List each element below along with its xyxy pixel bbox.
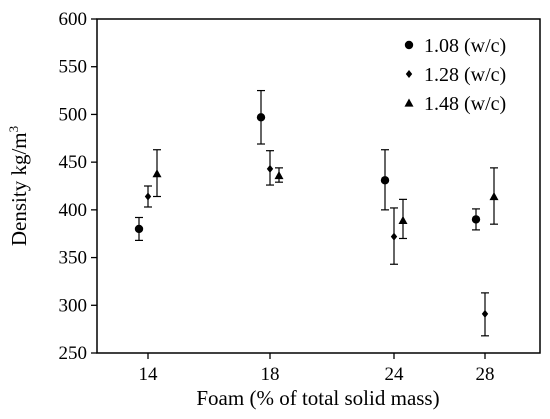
data-point-circle (134, 224, 144, 234)
legend-label-2: 1.28 (w/c) (424, 64, 506, 86)
data-point-diamond (481, 309, 489, 318)
legend-marker-circle (404, 40, 414, 50)
data-marks (134, 89, 499, 337)
data-point-triangle (489, 191, 499, 201)
y-tick-label: 400 (59, 200, 88, 221)
legend-label-1: 1.08 (w/c) (424, 35, 506, 57)
y-tick-label: 250 (59, 343, 88, 364)
plot-frame (96, 18, 541, 354)
data-point-circle (380, 176, 390, 185)
x-tick-label: 28 (476, 364, 495, 385)
legend-label-3: 1.48 (w/c) (424, 93, 506, 115)
data-point-diamond (266, 164, 274, 173)
x-axis-title: Foam (% of total solid mass) (196, 386, 439, 410)
y-axis-title: Density kg/m3 (6, 126, 31, 246)
y-tick-label: 450 (59, 152, 88, 173)
y-tick-label: 350 (59, 248, 88, 269)
y-tick-label: 300 (59, 295, 88, 316)
y-tick-label: 600 (59, 9, 88, 30)
data-point-circle (256, 113, 266, 122)
x-tick-label: 18 (261, 364, 280, 385)
x-tick-label: 14 (139, 364, 159, 385)
x-tick-label: 24 (385, 364, 405, 385)
data-point-triangle (152, 169, 162, 178)
y-axis-title-superscript: 3 (6, 126, 21, 133)
y-axis: 250 300 350 400 450 500 550 600 (59, 9, 97, 364)
data-point-triangle (274, 171, 284, 180)
data-point-triangle (398, 215, 408, 224)
data-point-diamond (144, 192, 152, 201)
x-axis: 14 18 24 28 (139, 353, 495, 385)
y-tick-label: 500 (59, 104, 88, 125)
data-point-diamond (390, 232, 398, 241)
y-axis-title-main: Density kg/m (7, 132, 31, 246)
legend-marker-triangle (404, 98, 414, 107)
legend-marks (404, 40, 414, 107)
y-tick-label: 550 (59, 57, 88, 78)
legend-marker-diamond (405, 70, 413, 78)
legend: 1.08 (w/c) 1.28 (w/c) 1.48 (w/c) (404, 35, 506, 115)
data-point-circle (471, 215, 481, 224)
